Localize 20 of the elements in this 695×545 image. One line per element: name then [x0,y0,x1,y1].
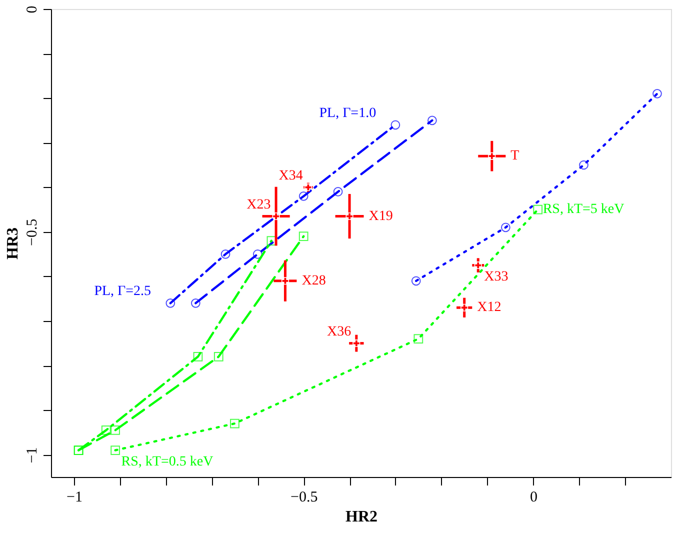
x-tick-label: −1 [66,490,82,506]
annotation: PL, Γ=2.5 [94,284,152,300]
y-axis-title: HR3 [4,228,22,260]
annotation: RS, kT=0.5 keV [121,454,214,470]
annotation: RS, kT=5 keV [542,202,624,218]
y-tick-label: −1 [24,447,40,464]
x-axis-title: HR2 [346,508,378,526]
y-tick-label: 0 [24,6,40,14]
y-tick-label: −0.5 [24,218,40,246]
annotation: X23 [246,197,271,212]
annotation: X34 [278,168,303,184]
annotation: T [510,148,520,164]
annotation: X28 [302,273,326,288]
x-tick-label: 0 [530,490,538,506]
annotation: X19 [368,208,393,224]
annotation: X12 [477,300,502,316]
x-tick-label: −0.5 [290,490,318,506]
annotation: X33 [484,269,508,284]
annotation: X36 [327,324,352,340]
annotation: PL, Γ=1.0 [319,106,376,121]
